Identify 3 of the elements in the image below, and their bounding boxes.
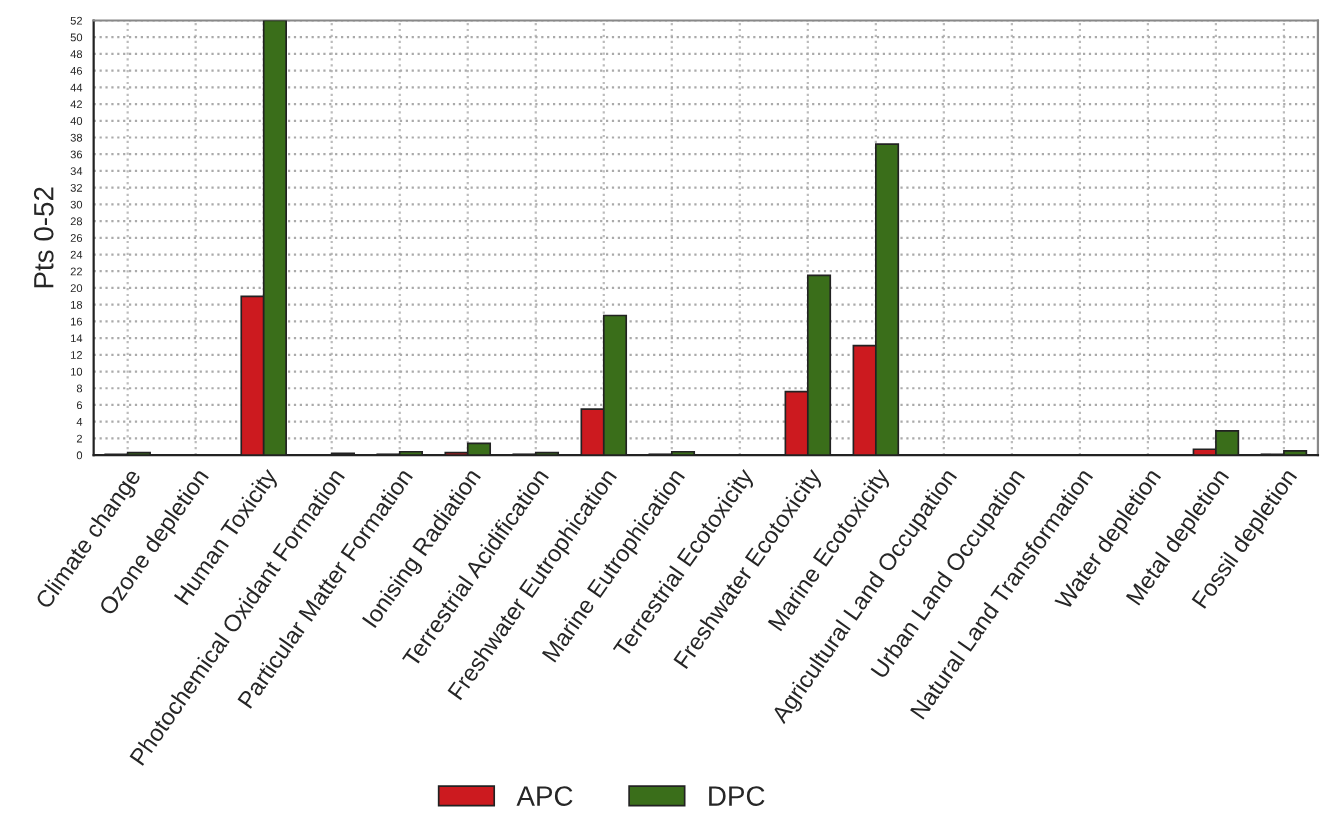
y-axis-title: Pts 0-52: [33, 187, 54, 288]
legend-label: APC: [516, 786, 573, 806]
legend-label: DPC: [709, 786, 765, 806]
